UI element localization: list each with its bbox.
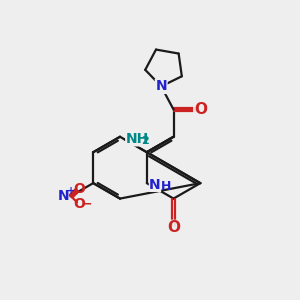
Text: −: − (81, 197, 92, 210)
Text: N: N (155, 80, 167, 93)
Text: 2: 2 (141, 136, 149, 146)
Text: H: H (161, 180, 171, 193)
Text: N: N (57, 189, 69, 203)
Text: O: O (73, 196, 85, 211)
Text: N: N (149, 178, 161, 192)
Text: +: + (67, 186, 75, 196)
Text: NH: NH (125, 132, 149, 146)
Text: O: O (194, 102, 207, 117)
Text: O: O (167, 220, 180, 236)
Text: O: O (73, 182, 85, 196)
